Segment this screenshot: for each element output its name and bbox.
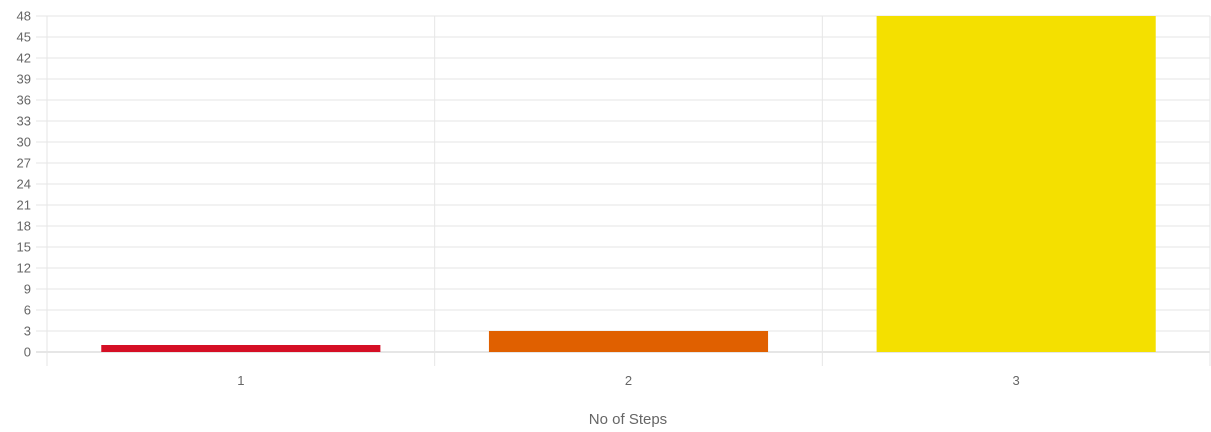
- y-tick-label: 6: [24, 303, 31, 318]
- y-tick-label: 27: [17, 156, 31, 171]
- bar-1: [101, 345, 381, 352]
- y-tick-label: 30: [17, 135, 31, 150]
- y-tick-label: 18: [17, 219, 31, 234]
- y-tick-label: 12: [17, 261, 31, 276]
- bar-3: [876, 16, 1156, 352]
- bar-2: [488, 331, 769, 352]
- y-tick-label: 9: [24, 282, 31, 297]
- x-tick-label: 3: [1013, 373, 1020, 388]
- y-tick-label: 21: [17, 198, 31, 213]
- y-tick-label: 36: [17, 93, 31, 108]
- y-tick-label: 3: [24, 324, 31, 339]
- y-tick-label: 42: [17, 51, 31, 66]
- bars: [101, 16, 1156, 352]
- y-tick-label: 15: [17, 240, 31, 255]
- y-tick-label: 48: [17, 9, 31, 24]
- x-tick-label: 2: [625, 373, 632, 388]
- y-tick-label: 33: [17, 114, 31, 129]
- y-tick-label: 0: [24, 345, 31, 360]
- x-axis-ticks: 1 2 3: [237, 373, 1020, 388]
- x-tick-label: 1: [237, 373, 244, 388]
- x-axis-label: No of Steps: [589, 411, 667, 428]
- y-tick-label: 39: [17, 72, 31, 87]
- y-tick-label: 45: [17, 30, 31, 45]
- y-tick-label: 24: [17, 177, 31, 192]
